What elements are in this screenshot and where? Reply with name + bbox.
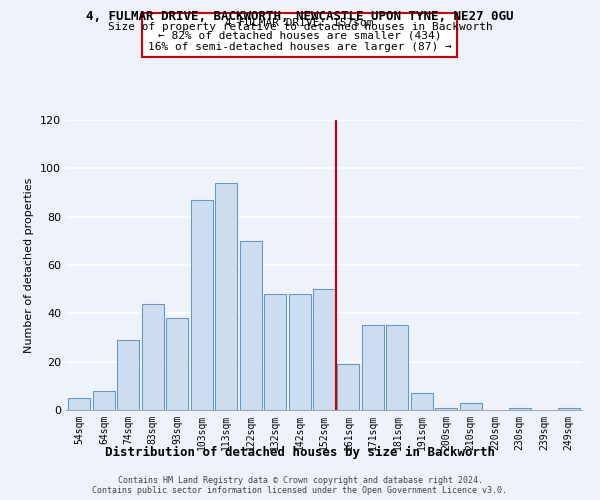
- Text: Distribution of detached houses by size in Backworth: Distribution of detached houses by size …: [105, 446, 495, 459]
- Bar: [386, 326, 409, 410]
- Text: 4 FULMAR DRIVE: 157sqm
← 82% of detached houses are smaller (434)
16% of semi-de: 4 FULMAR DRIVE: 157sqm ← 82% of detached…: [148, 18, 451, 52]
- Bar: [362, 326, 384, 410]
- Bar: [289, 294, 311, 410]
- Bar: [215, 183, 237, 410]
- Text: 4, FULMAR DRIVE, BACKWORTH, NEWCASTLE UPON TYNE, NE27 0GU: 4, FULMAR DRIVE, BACKWORTH, NEWCASTLE UP…: [86, 10, 514, 23]
- Bar: [239, 241, 262, 410]
- Bar: [313, 289, 335, 410]
- Bar: [68, 398, 91, 410]
- Bar: [191, 200, 213, 410]
- Bar: [337, 364, 359, 410]
- Text: Contains HM Land Registry data © Crown copyright and database right 2024.
Contai: Contains HM Land Registry data © Crown c…: [92, 476, 508, 495]
- Bar: [411, 393, 433, 410]
- Bar: [435, 408, 457, 410]
- Y-axis label: Number of detached properties: Number of detached properties: [25, 178, 34, 352]
- Text: Size of property relative to detached houses in Backworth: Size of property relative to detached ho…: [107, 22, 493, 32]
- Bar: [557, 408, 580, 410]
- Bar: [264, 294, 286, 410]
- Bar: [142, 304, 164, 410]
- Bar: [509, 408, 530, 410]
- Bar: [93, 390, 115, 410]
- Bar: [166, 318, 188, 410]
- Bar: [460, 403, 482, 410]
- Bar: [118, 340, 139, 410]
